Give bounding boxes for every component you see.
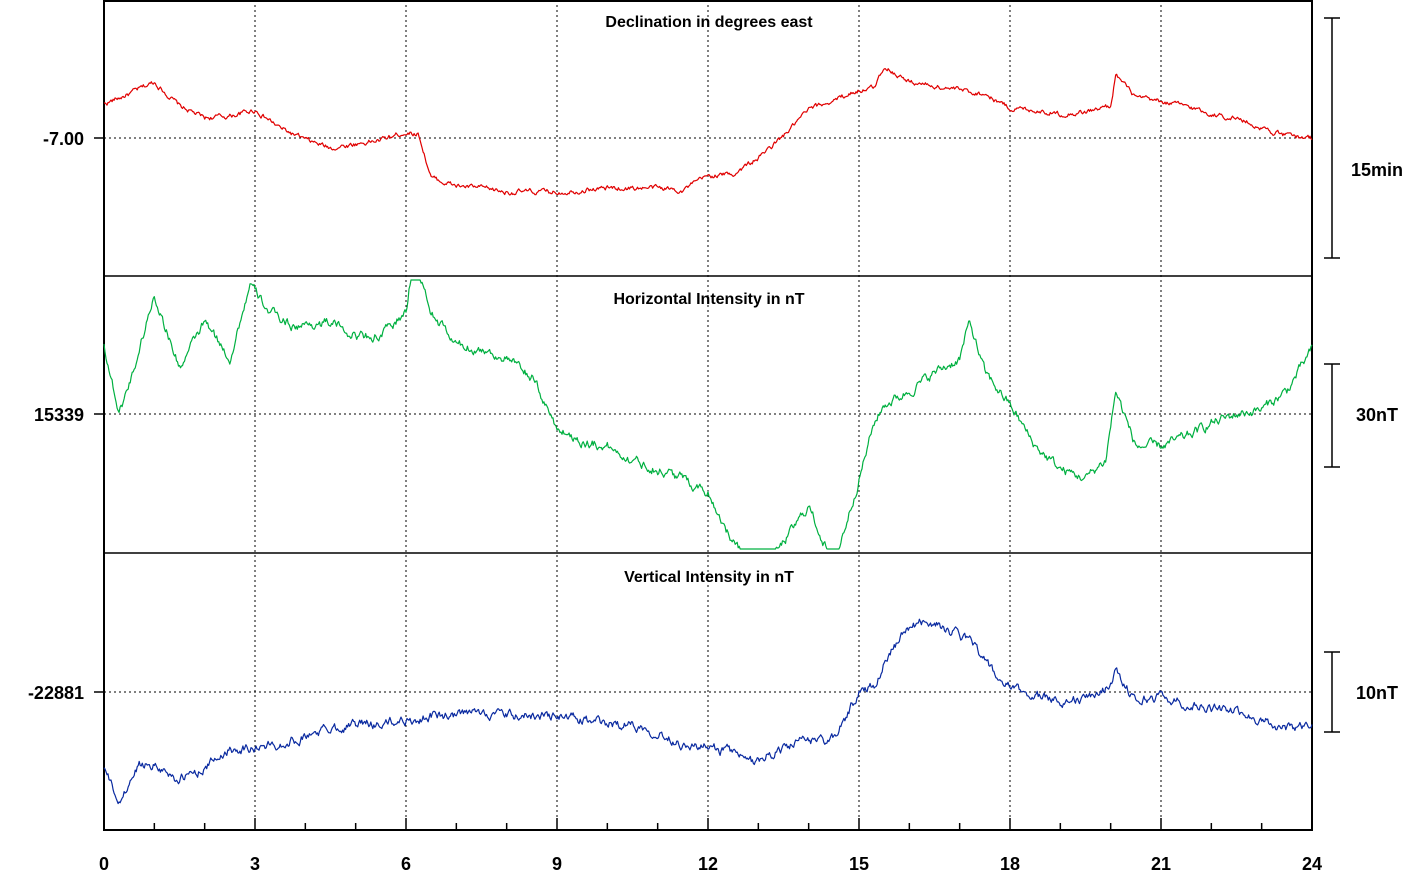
x-tick-label: 15 bbox=[849, 854, 869, 874]
x-tick-label: 18 bbox=[1000, 854, 1020, 874]
declination-scale-label: 15min bbox=[1351, 160, 1403, 180]
x-tick-label: 21 bbox=[1151, 854, 1171, 874]
vertical-scale-label: 10nT bbox=[1356, 683, 1398, 703]
declination-panel-title: Declination in degrees east bbox=[605, 14, 813, 31]
declination-series-line bbox=[103, 67, 1313, 196]
horizontal-intensity-series-line bbox=[103, 279, 1313, 550]
vertical-panel-title: Vertical Intensity in nT bbox=[624, 569, 794, 586]
x-tick-label: 12 bbox=[698, 854, 718, 874]
declination-baseline-label: -7.00 bbox=[43, 129, 84, 149]
vertical-baseline-label: -22881 bbox=[28, 683, 84, 703]
horizontal-scale-label: 30nT bbox=[1356, 405, 1398, 425]
x-axis-tick-labels: 0 3 6 9 12 15 18 21 24 bbox=[99, 854, 1322, 874]
x-tick-label: 9 bbox=[552, 854, 562, 874]
x-tick-label: 24 bbox=[1302, 854, 1322, 874]
vertical-intensity-series-line bbox=[103, 618, 1313, 805]
horizontal-baseline-label: 15339 bbox=[34, 405, 84, 425]
x-tick-label: 3 bbox=[250, 854, 260, 874]
x-tick-label: 6 bbox=[401, 854, 411, 874]
horizontal-panel-title: Horizontal Intensity in nT bbox=[613, 291, 804, 308]
x-tick-label: 0 bbox=[99, 854, 109, 874]
